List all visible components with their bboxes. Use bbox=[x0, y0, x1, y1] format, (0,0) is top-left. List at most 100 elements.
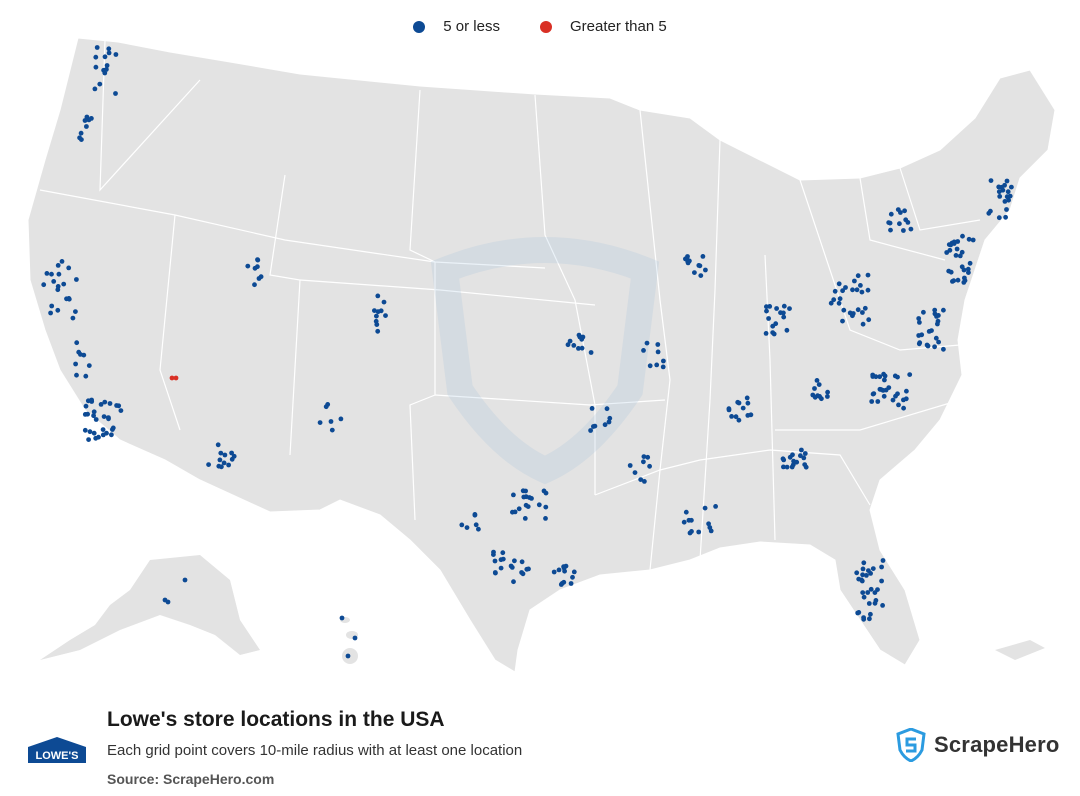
store-dot bbox=[955, 239, 961, 244]
store-dot bbox=[869, 399, 875, 404]
store-dot bbox=[866, 601, 872, 606]
store-dot bbox=[879, 578, 884, 584]
store-dot bbox=[988, 178, 994, 184]
store-dot bbox=[576, 332, 582, 338]
store-dot bbox=[602, 422, 608, 428]
store-dot bbox=[604, 406, 610, 412]
store-dot bbox=[92, 86, 98, 92]
store-dot bbox=[867, 616, 872, 622]
store-dot bbox=[740, 405, 746, 411]
store-dot bbox=[866, 317, 872, 323]
store-dot bbox=[901, 405, 906, 411]
store-dot bbox=[686, 517, 692, 523]
store-dot bbox=[55, 307, 61, 313]
store-dot bbox=[114, 403, 119, 408]
store-dot bbox=[1003, 214, 1008, 220]
store-dot bbox=[895, 207, 901, 213]
store-dot bbox=[802, 462, 808, 467]
store-dot bbox=[372, 308, 377, 313]
store-dot bbox=[858, 283, 863, 288]
store-dot bbox=[93, 64, 99, 70]
store-dot bbox=[736, 417, 742, 423]
store-dot bbox=[74, 340, 80, 346]
store-dot bbox=[588, 350, 594, 355]
store-dot bbox=[102, 399, 108, 405]
store-dot bbox=[77, 135, 82, 141]
store-dot bbox=[685, 254, 690, 259]
store-dot bbox=[880, 603, 885, 608]
store-dot bbox=[476, 526, 481, 532]
store-dot bbox=[781, 310, 786, 316]
store-dot bbox=[218, 450, 224, 456]
store-dot bbox=[655, 342, 661, 347]
store-dot bbox=[970, 237, 976, 243]
store-dot bbox=[855, 273, 861, 279]
store-dot bbox=[655, 349, 661, 355]
legend-swatch-blue bbox=[413, 20, 426, 33]
store-dot bbox=[383, 313, 388, 318]
store-dot bbox=[106, 46, 112, 52]
store-dot bbox=[868, 571, 873, 576]
store-dot bbox=[814, 378, 820, 383]
store-dot bbox=[339, 615, 345, 621]
store-dot bbox=[735, 399, 741, 405]
store-dot bbox=[73, 309, 78, 314]
store-dot bbox=[860, 321, 866, 327]
store-dot bbox=[492, 558, 498, 564]
store-dot bbox=[258, 274, 264, 280]
store-dot bbox=[1004, 178, 1010, 184]
store-dot bbox=[1000, 187, 1006, 193]
store-dot bbox=[66, 296, 72, 301]
store-dot bbox=[893, 393, 898, 399]
scrapehero-logo: ScrapeHero bbox=[896, 728, 1060, 762]
store-dot bbox=[107, 401, 113, 406]
store-dot bbox=[692, 270, 697, 275]
store-dot bbox=[935, 321, 940, 327]
store-dot bbox=[104, 63, 110, 68]
store-dot bbox=[1005, 194, 1011, 200]
store-dot bbox=[543, 516, 548, 521]
store-dot bbox=[641, 454, 647, 459]
store-dot bbox=[113, 91, 118, 96]
store-dot bbox=[375, 328, 381, 334]
store-dot bbox=[812, 386, 817, 391]
store-dot bbox=[870, 391, 876, 397]
store-dot bbox=[916, 316, 922, 321]
store-dot bbox=[632, 470, 638, 475]
store-dot bbox=[641, 348, 646, 353]
store-dot bbox=[222, 452, 228, 458]
store-dot bbox=[638, 477, 644, 482]
store-dot bbox=[917, 340, 923, 346]
state-borders bbox=[39, 39, 981, 571]
store-dot bbox=[645, 454, 651, 460]
store-dot bbox=[536, 502, 542, 508]
store-dot bbox=[901, 228, 906, 233]
store-dot bbox=[960, 233, 965, 239]
store-dot bbox=[89, 397, 94, 403]
store-dot bbox=[967, 260, 973, 266]
store-dot bbox=[565, 342, 571, 348]
store-dot bbox=[511, 579, 516, 585]
store-dot bbox=[661, 358, 666, 364]
store-dot bbox=[925, 343, 931, 349]
store-dot bbox=[255, 257, 261, 263]
store-dot bbox=[93, 54, 99, 60]
store-dot bbox=[521, 494, 527, 500]
store-dot bbox=[798, 453, 803, 459]
store-dot bbox=[877, 386, 883, 392]
store-dot bbox=[787, 454, 793, 460]
store-dot bbox=[516, 506, 522, 512]
store-dot bbox=[882, 377, 887, 383]
store-dot bbox=[91, 409, 97, 415]
legend-swatch-red bbox=[539, 20, 552, 33]
store-dot bbox=[707, 525, 713, 530]
puerto-rico-land bbox=[995, 640, 1045, 660]
store-dot bbox=[799, 447, 804, 453]
page-title: Lowe's store locations in the USA bbox=[107, 708, 445, 731]
store-dot bbox=[784, 464, 790, 470]
store-dot bbox=[902, 208, 907, 214]
store-dot bbox=[473, 522, 479, 528]
store-dot bbox=[104, 430, 109, 436]
store-dot bbox=[955, 277, 961, 283]
store-dot bbox=[861, 616, 867, 622]
